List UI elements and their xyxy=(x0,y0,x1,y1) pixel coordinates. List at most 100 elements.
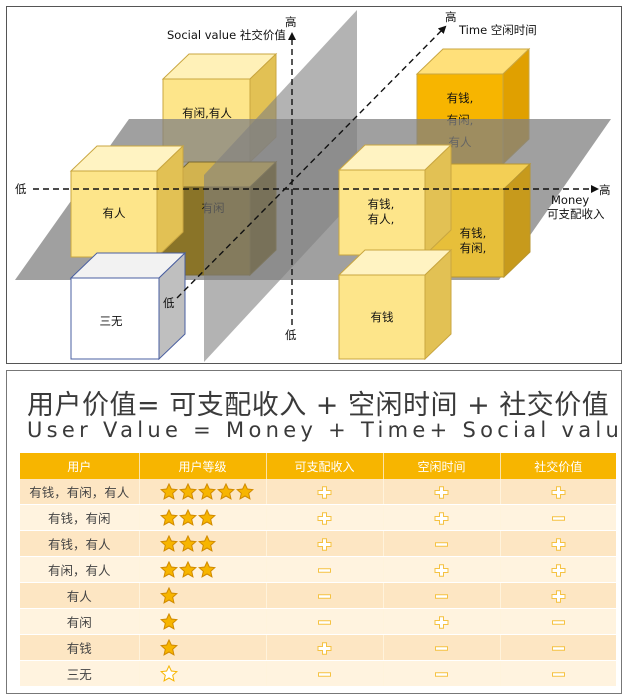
cell-money xyxy=(266,608,384,635)
minus-icon xyxy=(318,620,331,625)
star-filled-icon xyxy=(159,613,178,630)
money-axis-high-label: 高 xyxy=(599,183,611,197)
cell-user: 有闲 xyxy=(20,608,140,635)
star-filled-icon xyxy=(178,509,197,526)
cell-level xyxy=(139,582,267,609)
cell-money xyxy=(266,556,384,583)
cube-money-idle-label-2: 有闲, xyxy=(460,241,487,255)
star-filled-icon xyxy=(197,561,216,578)
cell-user: 有钱，有闲，有人 xyxy=(20,479,140,505)
star-filled-icon xyxy=(178,535,197,552)
cube-money-label: 有钱 xyxy=(371,310,394,324)
money-axis-low-label: 低 xyxy=(15,182,27,196)
plus-icon xyxy=(551,486,566,499)
money-axis-title-en: Money xyxy=(551,193,589,207)
cube-money-idle-label-1: 有钱, xyxy=(460,226,487,240)
cell-level xyxy=(139,556,267,583)
cell-time xyxy=(383,582,501,609)
cube-idle-social-label: 有闲,有人 xyxy=(182,106,232,120)
cell-money xyxy=(266,479,384,505)
cell-social xyxy=(500,608,616,635)
social-axis-low-label: 低 xyxy=(285,328,297,342)
plus-icon xyxy=(434,512,449,525)
cell-time xyxy=(383,556,501,583)
star-filled-icon xyxy=(235,483,254,500)
cell-level xyxy=(139,530,267,557)
star-filled-icon xyxy=(197,535,216,552)
cell-money xyxy=(266,530,384,557)
star-filled-icon xyxy=(197,483,216,500)
cell-time xyxy=(383,660,501,687)
star-filled-icon xyxy=(178,483,197,500)
minus-icon xyxy=(318,594,331,599)
diagram-canvas: 有闲,有人 有钱, 有闲, 有人 有闲 有钱, 有闲, xyxy=(15,10,611,362)
table-row: 有闲 xyxy=(20,608,616,635)
cube-social-label: 有人 xyxy=(103,206,126,220)
star-filled-icon xyxy=(159,639,178,656)
table-row: 三无 xyxy=(20,660,616,687)
table-body: 有钱，有闲，有人 有钱，有闲 有钱，有人 有闲，有人 有人 有闲 有钱 三无 xyxy=(20,479,616,687)
cell-time xyxy=(383,479,501,505)
social-axis-high-label: 高 xyxy=(285,15,297,29)
star-rating xyxy=(140,635,266,660)
cube-social: 有人 xyxy=(69,144,185,259)
cell-social xyxy=(500,582,616,609)
plus-icon xyxy=(317,486,332,499)
minus-icon xyxy=(435,672,448,677)
cell-social xyxy=(500,660,616,687)
plus-icon xyxy=(551,538,566,551)
cube-none-label: 三无 xyxy=(100,314,123,328)
star-rating xyxy=(140,557,266,582)
vertical-plane xyxy=(204,10,357,362)
star-filled-icon xyxy=(216,483,235,500)
plus-icon xyxy=(317,538,332,551)
star-rating xyxy=(140,531,266,556)
plus-icon xyxy=(434,564,449,577)
star-filled-icon xyxy=(159,587,178,604)
cell-level xyxy=(139,660,267,687)
cell-level xyxy=(139,608,267,635)
star-filled-icon xyxy=(159,509,178,526)
cell-user: 有人 xyxy=(20,582,140,609)
table-row: 有闲，有人 xyxy=(20,556,616,583)
time-axis xyxy=(176,25,447,299)
star-rating xyxy=(140,609,266,634)
header-money: 可支配收入 xyxy=(266,453,384,479)
time-axis-low-label: 低 xyxy=(163,296,175,310)
social-axis-title: Social value 社交价值 xyxy=(167,28,286,42)
user-value-table: 用户 用户等级 可支配收入 空闲时间 社交价值 有钱，有闲，有人 有钱，有闲 有钱，… xyxy=(20,453,616,687)
minus-icon xyxy=(551,646,565,651)
cell-social xyxy=(500,504,616,531)
money-axis-title-cn: 可支配收入 xyxy=(547,207,605,221)
plus-icon xyxy=(551,590,566,603)
star-rating xyxy=(140,505,266,530)
star-rating xyxy=(140,661,266,686)
header-time: 空闲时间 xyxy=(383,453,501,479)
star-filled-icon xyxy=(159,535,178,552)
star-rating xyxy=(140,479,266,504)
table-row: 有钱，有闲 xyxy=(20,504,616,531)
minus-icon xyxy=(551,620,565,625)
table-header-row: 用户 用户等级 可支配收入 空闲时间 社交价值 xyxy=(20,453,616,479)
cube-money-social: 有钱, 有人, xyxy=(337,143,453,257)
plus-icon xyxy=(317,512,332,525)
cell-user: 有钱 xyxy=(20,634,140,661)
formula-chinese: 用户价值= 可支配收入 + 空闲时间 + 社交价值 xyxy=(27,390,610,421)
minus-icon xyxy=(435,542,448,547)
plus-icon xyxy=(434,486,449,499)
cell-user: 有钱，有人 xyxy=(20,530,140,557)
table-row: 有钱，有闲，有人 xyxy=(20,479,616,505)
minus-icon xyxy=(435,594,448,599)
cell-social xyxy=(500,479,616,505)
cell-social xyxy=(500,556,616,583)
cell-time xyxy=(383,530,501,557)
cell-user: 有钱，有闲 xyxy=(20,504,140,531)
minus-icon xyxy=(435,646,448,651)
header-level: 用户等级 xyxy=(139,453,267,479)
header-user: 用户 xyxy=(20,453,140,479)
cell-user: 有闲，有人 xyxy=(20,556,140,583)
table-row: 有钱，有人 xyxy=(20,530,616,557)
star-empty-icon xyxy=(159,665,178,682)
cell-level xyxy=(139,504,267,531)
value-cube-diagram: 有闲,有人 有钱, 有闲, 有人 有闲 有钱, 有闲, xyxy=(6,6,622,364)
